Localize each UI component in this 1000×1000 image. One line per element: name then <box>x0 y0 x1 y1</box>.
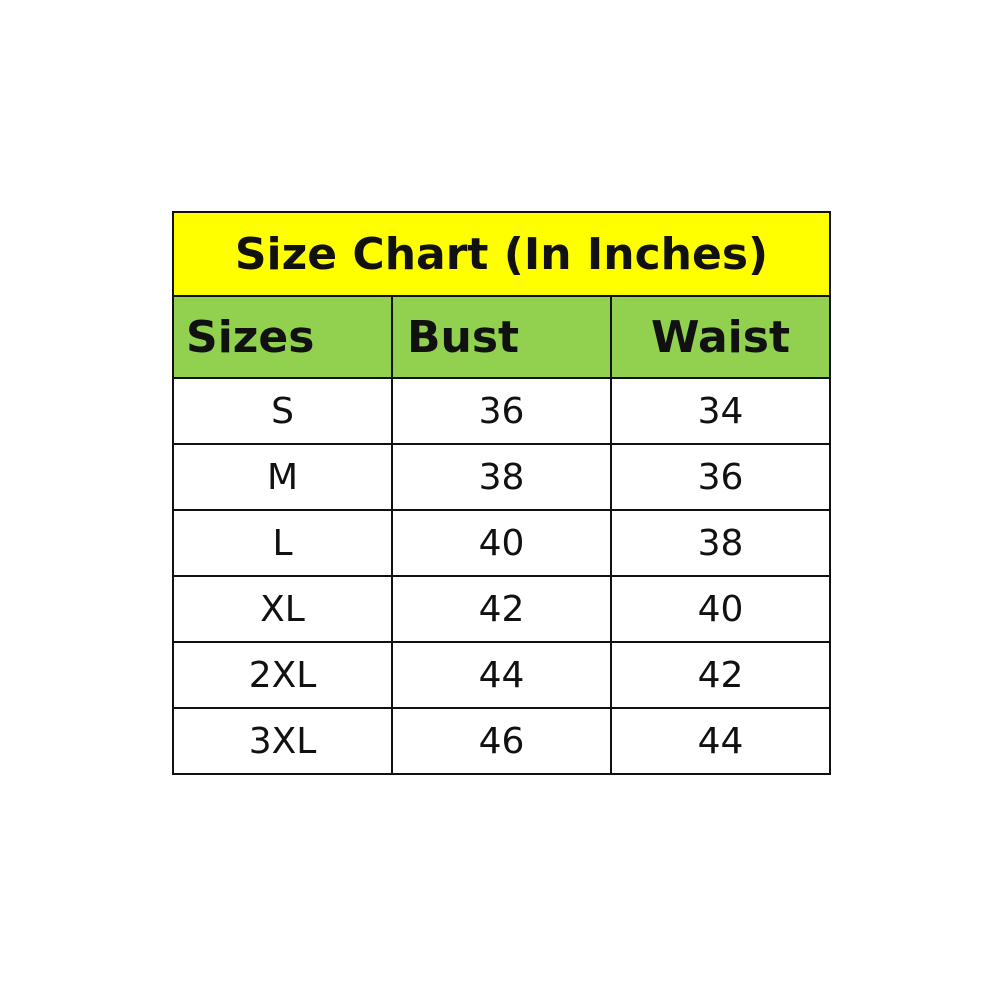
size-chart-table: Size Chart (In Inches) Sizes Bust Waist … <box>172 211 831 775</box>
bust-cell: 42 <box>391 575 612 643</box>
bust-cell: 38 <box>391 443 612 511</box>
waist-cell: 38 <box>610 509 831 577</box>
table-row: 3XL 46 44 <box>172 707 831 775</box>
waist-cell: 44 <box>610 707 831 775</box>
column-header-bust: Bust <box>391 295 612 379</box>
size-cell: S <box>172 377 393 445</box>
bust-cell: 46 <box>391 707 612 775</box>
table-row: M 38 36 <box>172 443 831 511</box>
column-header-sizes: Sizes <box>172 295 393 379</box>
size-cell: 3XL <box>172 707 393 775</box>
table-row: 2XL 44 42 <box>172 641 831 709</box>
table-title: Size Chart (In Inches) <box>172 211 831 297</box>
size-cell: XL <box>172 575 393 643</box>
bust-cell: 40 <box>391 509 612 577</box>
size-cell: M <box>172 443 393 511</box>
waist-cell: 34 <box>610 377 831 445</box>
bust-cell: 44 <box>391 641 612 709</box>
size-cell: 2XL <box>172 641 393 709</box>
waist-cell: 40 <box>610 575 831 643</box>
waist-cell: 42 <box>610 641 831 709</box>
table-row: XL 42 40 <box>172 575 831 643</box>
size-cell: L <box>172 509 393 577</box>
table-row: S 36 34 <box>172 377 831 445</box>
column-header-waist: Waist <box>610 295 831 379</box>
table-row: L 40 38 <box>172 509 831 577</box>
waist-cell: 36 <box>610 443 831 511</box>
bust-cell: 36 <box>391 377 612 445</box>
